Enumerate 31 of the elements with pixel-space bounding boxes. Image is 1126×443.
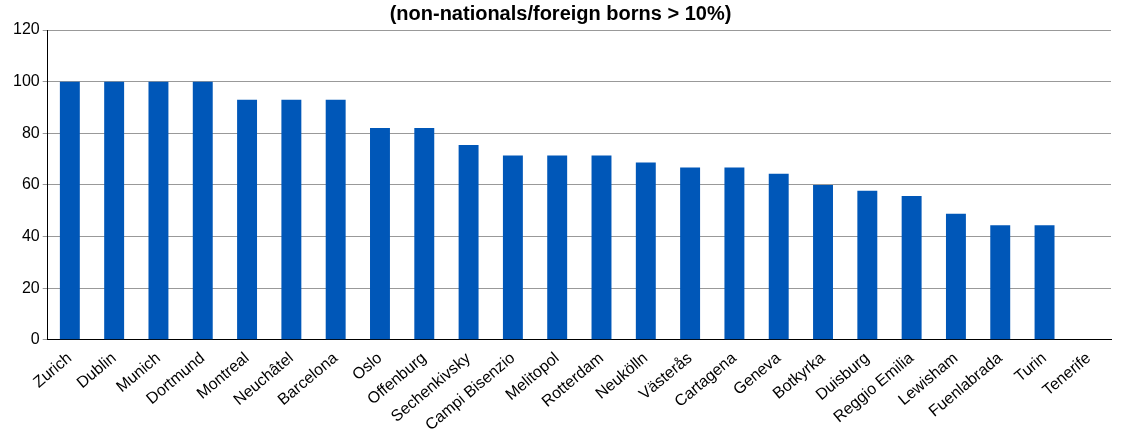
bar (59, 81, 80, 340)
bar (901, 196, 922, 340)
bar (990, 225, 1011, 340)
bar (768, 173, 789, 340)
y-tick-label: 80 (21, 123, 40, 141)
y-tick-label: 100 (12, 72, 40, 90)
bar (458, 144, 479, 340)
y-tick-label: 40 (21, 226, 40, 244)
y-tick-label: 120 (12, 20, 40, 38)
bar (813, 184, 833, 340)
bar (325, 99, 346, 340)
bar (724, 167, 745, 340)
bar (680, 167, 701, 340)
y-tick-label: 20 (21, 278, 40, 296)
bar (857, 190, 878, 340)
bar (502, 155, 523, 340)
bar (1034, 225, 1055, 340)
bar (414, 128, 435, 340)
bar (945, 213, 966, 340)
bar (104, 81, 125, 340)
bar (192, 81, 213, 340)
bar (370, 128, 390, 340)
y-tick-label: 60 (21, 175, 40, 193)
chart-title: (non-nationals/foreign borns > 10%) (389, 1, 732, 24)
bar (547, 155, 568, 340)
bar (591, 155, 612, 340)
bar (148, 81, 169, 340)
bar (237, 99, 258, 340)
y-tick-label: 0 (30, 330, 40, 348)
bar (281, 99, 302, 340)
bar (635, 162, 656, 340)
